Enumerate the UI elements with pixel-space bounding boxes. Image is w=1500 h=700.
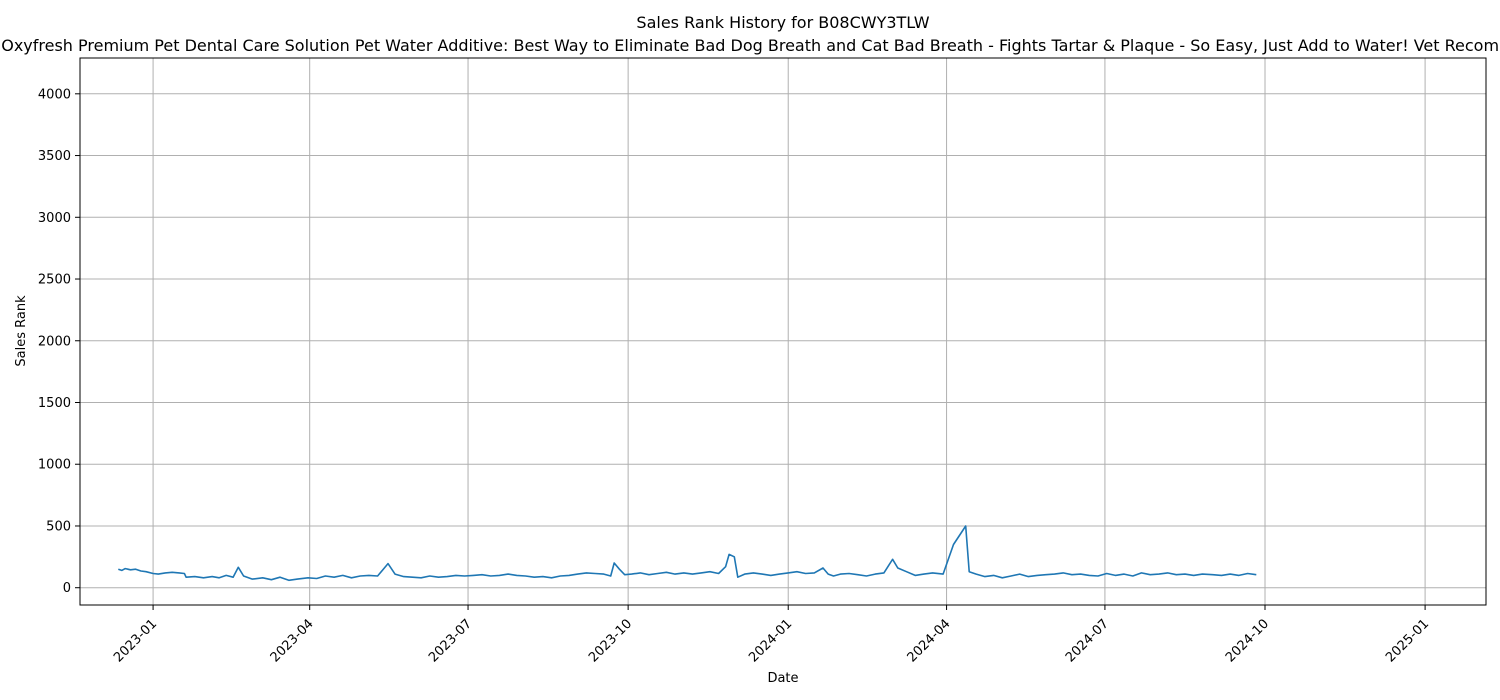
chart-subtitle: Oxyfresh Premium Pet Dental Care Solutio…: [1, 36, 1500, 55]
y-tick-label: 2500: [38, 273, 71, 288]
grid: [80, 58, 1486, 605]
x-axis-label: Date: [767, 671, 798, 686]
y-tick-label: 2000: [38, 334, 71, 349]
sales-rank-line: [118, 525, 1257, 582]
y-tick-label: 4000: [38, 87, 71, 102]
y-tick-label: 3000: [38, 211, 71, 226]
y-tick-label: 0: [63, 581, 71, 596]
plot-area: [118, 525, 1257, 582]
y-tick-label: 1000: [38, 458, 71, 473]
y-tick-label: 500: [46, 519, 71, 534]
y-axis-label: Sales Rank: [14, 295, 29, 367]
y-tick-label: 3500: [38, 149, 71, 164]
plot-frame: [79, 57, 1487, 606]
y-tick-label: 1500: [38, 396, 71, 411]
chart-title: Sales Rank History for B08CWY3TLW: [636, 13, 929, 32]
